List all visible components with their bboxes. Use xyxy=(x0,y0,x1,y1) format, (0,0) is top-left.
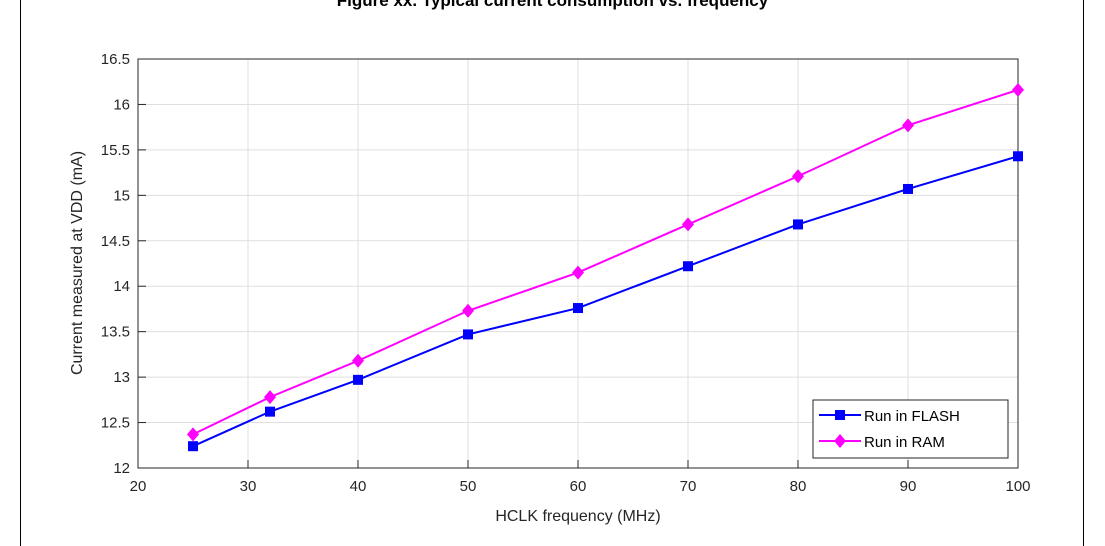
x-tick-label: 100 xyxy=(1005,478,1030,495)
data-point-marker xyxy=(353,374,363,385)
x-tick-label: 20 xyxy=(130,478,147,495)
data-point-marker xyxy=(572,265,584,280)
data-point-marker xyxy=(352,353,364,368)
figure-title: Figure xx. Typical current consumption v… xyxy=(336,0,769,10)
legend-label: Run in RAM xyxy=(864,434,945,451)
data-point-marker xyxy=(188,441,198,452)
series-line xyxy=(192,88,1019,436)
x-tick-label: 30 xyxy=(240,478,257,495)
x-axis: 20 30 40 50 60 70 80 90 100 xyxy=(130,460,1031,495)
data-point-marker xyxy=(682,217,694,232)
data-point-marker xyxy=(793,219,803,230)
y-tick-label: 13 xyxy=(113,369,130,386)
y-tick-label: 16 xyxy=(113,96,130,113)
y-tick-label: 15.5 xyxy=(101,142,130,159)
data-point-marker xyxy=(573,303,583,314)
y-tick-label: 14.5 xyxy=(101,233,130,250)
legend: Run in FLASH Run in RAM xyxy=(812,399,1009,459)
x-tick-label: 90 xyxy=(900,478,917,495)
data-point-marker xyxy=(792,169,804,184)
data-point-marker xyxy=(462,303,474,318)
data-point-marker xyxy=(902,118,914,133)
x-axis-label: HCLK frequency (MHz) xyxy=(495,508,660,525)
data-point-marker xyxy=(1013,151,1023,162)
data-point-marker xyxy=(187,427,199,442)
y-axis-label: Current measured at VDD (mA) xyxy=(69,151,86,375)
data-point-marker xyxy=(683,261,693,272)
y-tick-label: 16.5 xyxy=(101,51,130,68)
legend-box xyxy=(812,399,1009,459)
series-group xyxy=(187,82,1024,452)
x-tick-label: 60 xyxy=(570,478,587,495)
legend-item: Run in FLASH xyxy=(819,408,960,425)
series-2 xyxy=(187,82,1024,442)
data-point-marker xyxy=(463,329,473,340)
figure-frame xyxy=(20,0,1084,546)
x-tick-label: 70 xyxy=(680,478,697,495)
data-point-marker xyxy=(264,390,276,405)
legend-item: Run in RAM xyxy=(819,434,945,451)
data-point-marker xyxy=(265,406,275,417)
x-tick-label: 50 xyxy=(460,478,477,495)
x-tick-label: 40 xyxy=(350,478,367,495)
legend-marker xyxy=(834,434,846,448)
y-tick-label: 12.5 xyxy=(101,415,130,432)
y-tick-label: 13.5 xyxy=(101,324,130,341)
legend-label: Run in FLASH xyxy=(864,408,960,425)
x-tick-label: 80 xyxy=(790,478,807,495)
legend-marker xyxy=(835,410,845,420)
y-tick-label: 15 xyxy=(113,187,130,204)
data-point-marker xyxy=(903,183,913,194)
y-tick-label: 12 xyxy=(113,460,130,477)
series-1 xyxy=(188,151,1023,452)
y-tick-label: 14 xyxy=(113,278,130,295)
data-point-marker xyxy=(1012,82,1024,97)
y-axis: 12 12.5 13 13.5 14 14.5 15 15.5 16 16.5 xyxy=(101,51,146,477)
